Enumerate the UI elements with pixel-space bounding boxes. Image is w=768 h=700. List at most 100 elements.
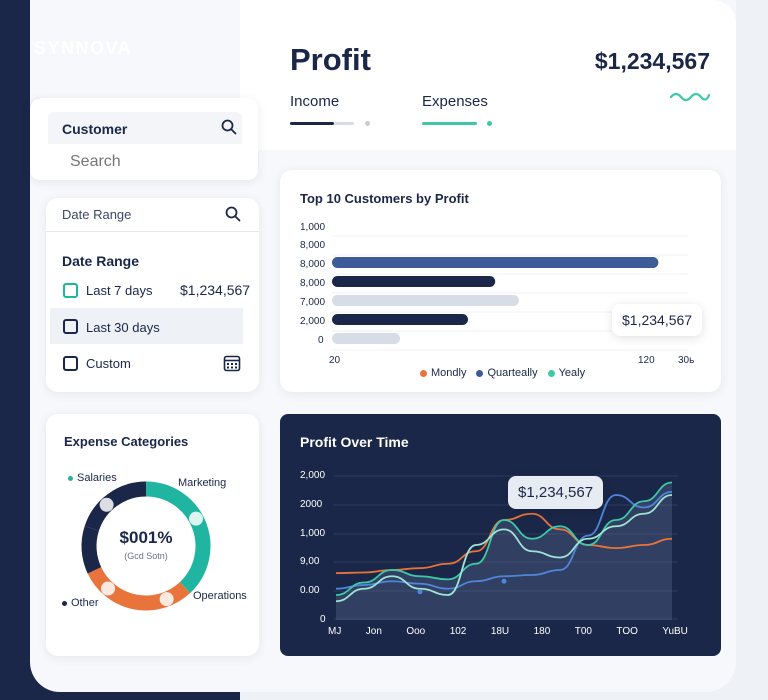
option-last-30-days[interactable]: Last 30 days (50, 308, 243, 344)
tab-expenses[interactable]: Expenses (422, 93, 488, 110)
expense-categories-panel (46, 414, 259, 656)
bar[interactable] (332, 333, 400, 344)
donut-marker (99, 497, 114, 512)
y-tick: 2000 (300, 499, 323, 510)
line-x-axis: MJ Jon Ooo 102 18U 180 T00 TOO YuBU (328, 626, 688, 637)
x-tick: 18U (490, 626, 510, 637)
donut-slice[interactable] (81, 526, 102, 574)
profit-value: $1,234,567 (594, 48, 710, 74)
expense-donut-chart (81, 481, 211, 611)
donut-slice[interactable] (145, 481, 211, 594)
checkbox[interactable] (63, 319, 78, 334)
donut-slice[interactable] (84, 481, 147, 532)
donut-label-marketing: Marketing (178, 477, 227, 489)
bar[interactable] (332, 314, 468, 325)
bar[interactable] (332, 257, 659, 268)
option-custom[interactable]: Custom (50, 350, 255, 380)
option-label: Custom (86, 356, 131, 371)
data-point[interactable] (417, 589, 423, 595)
y-tick: 2,000 (300, 316, 326, 327)
series-line (335, 481, 673, 596)
search-icon[interactable] (221, 119, 237, 135)
search-icon[interactable] (225, 206, 241, 222)
area-fill (336, 482, 672, 620)
bar-tooltip: $1,234,567 (612, 304, 703, 336)
expense-title: Expense Categories (64, 434, 189, 449)
legend-dot (62, 600, 67, 606)
tab-dot (365, 121, 370, 126)
date-range-search-label: Date Range (62, 207, 132, 222)
legend-item-quarterly[interactable]: Quarteally (476, 367, 538, 379)
customer-search-input[interactable] (48, 146, 242, 178)
series-line (335, 494, 673, 603)
y-tick: 0 (318, 335, 324, 346)
bar[interactable] (332, 276, 496, 287)
y-tick: 0 (320, 614, 326, 625)
x-tick: 180 (533, 626, 551, 637)
donut-slice[interactable] (87, 566, 191, 611)
x-tick: YuBU (662, 626, 688, 637)
y-tick: 9,00 (300, 556, 320, 567)
legend-dot (476, 369, 484, 377)
x-tick: MJ (328, 626, 342, 637)
profit-line-chart (334, 475, 678, 620)
donut-marker (159, 592, 174, 607)
tab-expenses-indicator (422, 122, 477, 125)
y-tick: 1,000 (300, 528, 326, 539)
legend-label: Quarteally (487, 367, 538, 379)
option-label: Last 7 days (86, 283, 153, 298)
tab-income-indicator (290, 122, 334, 125)
brand-logo: SYNNOVA (34, 38, 133, 58)
customer-title: Customer (62, 121, 128, 137)
legend-dot (420, 369, 427, 377)
option-value: $1,234,567 (180, 282, 251, 298)
trend-icon (670, 92, 710, 102)
tab-income-track (334, 122, 354, 125)
profit-over-time-panel (280, 414, 721, 656)
y-tick: 8,000 (300, 259, 326, 270)
x-tick: 30ь (678, 355, 695, 366)
customer-header (48, 112, 242, 144)
top-customers-title: Top 10 Customers by Profit (300, 191, 469, 206)
page-title: Profit (290, 42, 371, 77)
x-tick: 20 (329, 355, 341, 366)
series-line (335, 490, 673, 590)
y-tick: 8,000 (300, 278, 326, 289)
data-point[interactable] (501, 578, 507, 584)
y-tick: 0.00 (300, 585, 320, 596)
y-tick: 8,000 (300, 240, 326, 251)
x-tick: TOO (616, 626, 638, 637)
legend-dot (547, 369, 555, 377)
tab-dot (487, 121, 492, 126)
divider (46, 231, 259, 232)
donut-label-operations: Operations (193, 590, 247, 602)
donut-center-value: $001% (119, 528, 173, 547)
legend-item-yearly[interactable]: Yealy (547, 367, 586, 379)
donut-marker (189, 511, 204, 526)
date-range-panel (46, 198, 259, 392)
donut-center-sub: (Gcd Sotn) (124, 551, 168, 561)
calendar-icon[interactable] (223, 354, 241, 372)
top-customers-chart (332, 235, 688, 351)
x-tick: 102 (449, 626, 467, 637)
legend-label: Mondly (431, 367, 467, 379)
y-tick: 1,000 (300, 222, 326, 233)
y-tick: 7,000 (300, 297, 326, 308)
line-tooltip: $1,234,567 (508, 476, 604, 509)
label-text: Other (71, 597, 99, 609)
checkbox[interactable] (63, 283, 78, 298)
y-tick: 2,000 (300, 470, 326, 481)
x-tick: T00 (574, 626, 592, 637)
donut-marker (101, 581, 116, 596)
legend-dot (68, 475, 73, 481)
x-tick: 120 (638, 355, 655, 366)
legend-label: Yealy (558, 367, 586, 379)
legend-item-monthly[interactable]: Mondly (420, 367, 466, 379)
x-tick: Ooo (406, 626, 426, 637)
checkbox[interactable] (63, 356, 78, 371)
tab-income[interactable]: Income (290, 93, 340, 110)
option-label: Last 30 days (86, 320, 160, 335)
option-last-7-days[interactable]: Last 7 days $1,234,567 (50, 275, 255, 305)
x-tick: Jon (365, 626, 382, 637)
bar[interactable] (332, 295, 519, 306)
